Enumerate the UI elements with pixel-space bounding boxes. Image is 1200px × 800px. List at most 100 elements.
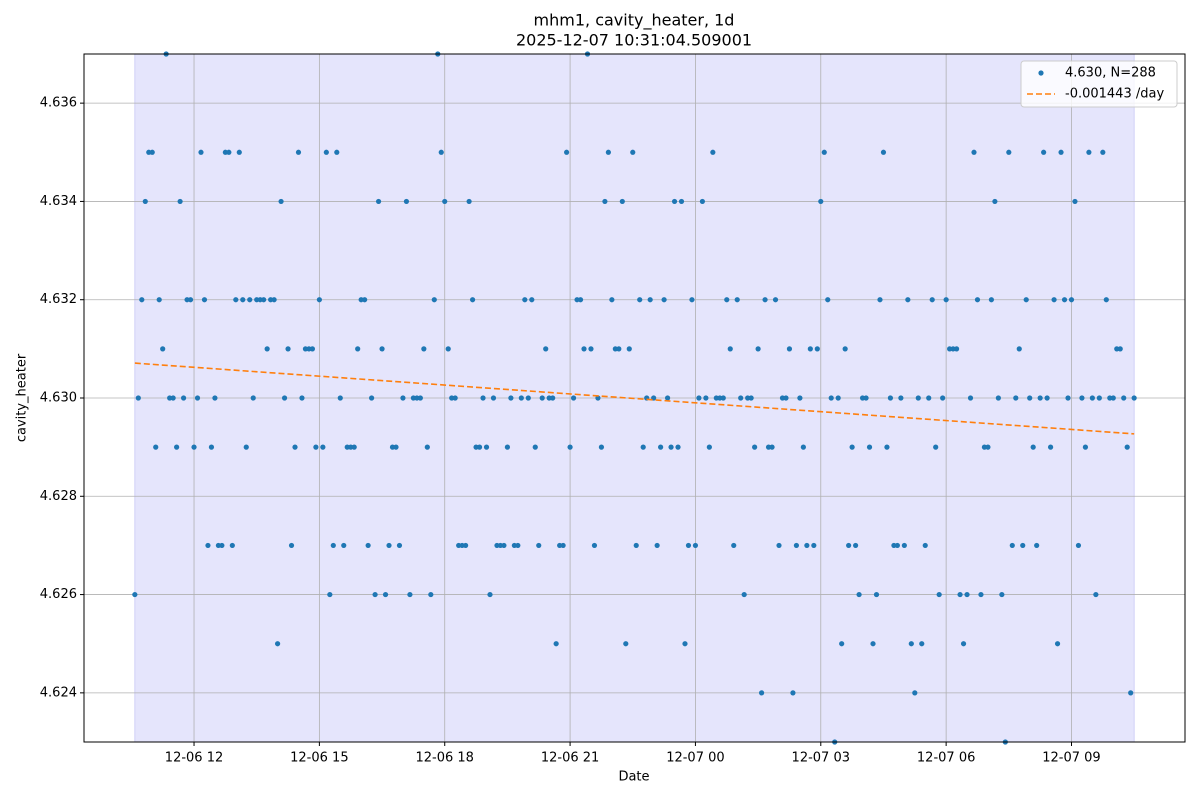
data-point xyxy=(1089,395,1095,401)
data-point xyxy=(463,542,469,549)
x-tick-label: 12-06 18 xyxy=(416,751,474,766)
data-point xyxy=(811,542,817,549)
data-point xyxy=(591,542,598,549)
data-point xyxy=(428,591,434,598)
data-point xyxy=(518,395,524,401)
data-point xyxy=(483,444,490,450)
data-point xyxy=(905,297,911,303)
data-point xyxy=(800,444,806,450)
data-point xyxy=(236,149,242,155)
data-point xyxy=(922,542,928,549)
data-point xyxy=(675,444,681,450)
data-point xyxy=(553,641,559,647)
data-point xyxy=(536,542,542,549)
data-point xyxy=(341,542,347,549)
data-point xyxy=(274,641,281,647)
data-point xyxy=(602,198,608,205)
x-tick-label: 12-07 06 xyxy=(917,751,975,766)
data-point xyxy=(201,297,208,303)
data-point xyxy=(1110,395,1116,401)
data-point xyxy=(776,542,782,549)
data-point xyxy=(828,395,834,401)
data-point xyxy=(403,198,410,205)
data-point xyxy=(1006,149,1012,155)
data-point xyxy=(936,591,942,598)
data-point xyxy=(682,641,688,647)
data-point xyxy=(226,149,232,155)
data-point xyxy=(139,297,145,303)
chart-title: mhm1, cavity_heater, 1d xyxy=(534,11,735,31)
data-point xyxy=(1027,395,1033,401)
x-tick-label: 12-06 15 xyxy=(290,751,348,766)
data-point xyxy=(866,444,873,450)
data-point xyxy=(731,542,737,549)
data-point xyxy=(529,297,535,303)
data-point xyxy=(769,444,775,450)
data-point xyxy=(588,346,594,352)
data-point xyxy=(309,346,316,352)
data-point xyxy=(149,149,155,155)
data-point xyxy=(647,297,653,303)
data-point xyxy=(299,395,305,401)
data-point xyxy=(170,395,176,401)
data-point xyxy=(438,149,444,155)
data-point xyxy=(616,346,622,352)
data-point xyxy=(720,395,726,401)
data-point xyxy=(212,395,218,401)
data-point xyxy=(243,444,249,450)
data-point xyxy=(355,346,361,352)
data-point xyxy=(490,395,497,401)
data-point xyxy=(1072,198,1078,205)
data-point xyxy=(901,542,907,549)
y-tick-label: 4.626 xyxy=(40,587,77,602)
data-point xyxy=(442,198,448,205)
data-point xyxy=(288,542,295,549)
data-point xyxy=(1009,542,1015,549)
data-point xyxy=(1037,395,1043,401)
data-point xyxy=(1082,444,1089,450)
data-point xyxy=(783,395,789,401)
data-point xyxy=(926,395,932,401)
data-point xyxy=(187,297,194,303)
data-point xyxy=(908,641,914,647)
data-point xyxy=(967,395,974,401)
data-point xyxy=(313,444,319,450)
data-point xyxy=(560,542,566,549)
y-axis-label: cavity_heater xyxy=(15,353,30,442)
data-point xyxy=(664,395,671,401)
data-point xyxy=(400,395,406,401)
data-point xyxy=(1068,297,1075,303)
data-point xyxy=(386,542,392,549)
data-point xyxy=(281,395,288,401)
data-point xyxy=(323,149,329,155)
data-point xyxy=(971,149,977,155)
x-tick-label: 12-06 21 xyxy=(541,751,599,766)
data-point xyxy=(1030,444,1036,450)
data-point xyxy=(821,149,827,155)
legend-label: -0.001443 /day xyxy=(1065,87,1164,102)
legend-label: 4.630, N=288 xyxy=(1065,66,1156,81)
data-point xyxy=(1079,395,1085,401)
data-point xyxy=(626,346,632,352)
data-point xyxy=(797,395,803,401)
data-point xyxy=(870,641,876,647)
data-point xyxy=(598,444,605,450)
data-point xyxy=(995,395,1001,401)
data-point xyxy=(915,395,921,401)
y-tick-label: 4.624 xyxy=(40,685,77,700)
data-point xyxy=(880,149,887,155)
data-point xyxy=(898,395,904,401)
data-point xyxy=(1100,149,1106,155)
data-point xyxy=(327,591,333,598)
data-point xyxy=(132,591,138,598)
x-tick-label: 12-07 00 xyxy=(666,751,724,766)
data-point xyxy=(316,297,322,303)
data-point xyxy=(758,690,765,696)
data-point xyxy=(762,297,768,303)
data-point xyxy=(1023,297,1029,303)
data-point xyxy=(692,542,699,549)
data-point xyxy=(619,198,625,205)
data-point xyxy=(964,591,970,598)
data-point xyxy=(873,591,880,598)
data-point xyxy=(1016,346,1022,352)
